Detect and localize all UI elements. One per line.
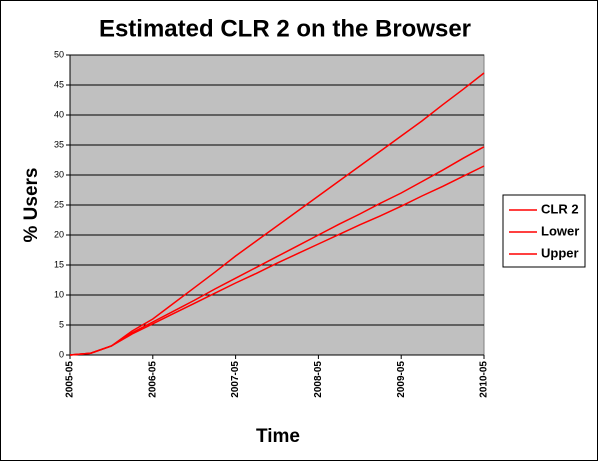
y-tick-label: 35: [54, 139, 64, 149]
y-tick-label: 5: [59, 319, 64, 329]
legend-label: Lower: [541, 223, 579, 238]
legend-box: [502, 194, 586, 268]
x-tick-label: 2009-05: [396, 361, 407, 398]
x-tick-label: 2010-05: [479, 361, 490, 398]
x-tick-label: 2008-05: [313, 361, 324, 398]
data-line: [69, 72, 485, 356]
y-tick-label: 50: [54, 49, 64, 59]
y-tick-label: 40: [54, 109, 64, 119]
legend-label: Upper: [541, 245, 579, 260]
y-tick-label: 15: [54, 259, 64, 269]
y-tick-label: 20: [54, 229, 64, 239]
x-tick-label: 2006-05: [147, 361, 158, 398]
y-tick-label: 25: [54, 199, 64, 209]
legend-label: CLR 2: [541, 201, 579, 216]
y-axis-label: % Users: [21, 168, 42, 243]
x-tick-label: 2005-05: [65, 361, 76, 398]
data-line: [69, 146, 485, 356]
y-tick-label: 30: [54, 169, 64, 179]
y-tick-label: 45: [54, 79, 64, 89]
x-tick-label: 2007-05: [230, 361, 241, 398]
data-line: [69, 165, 485, 356]
chart-title: Estimated CLR 2 on the Browser: [99, 15, 471, 42]
y-tick-label: 10: [54, 289, 64, 299]
x-axis-label: Time: [256, 426, 300, 447]
y-tick-label: 0: [59, 349, 64, 359]
